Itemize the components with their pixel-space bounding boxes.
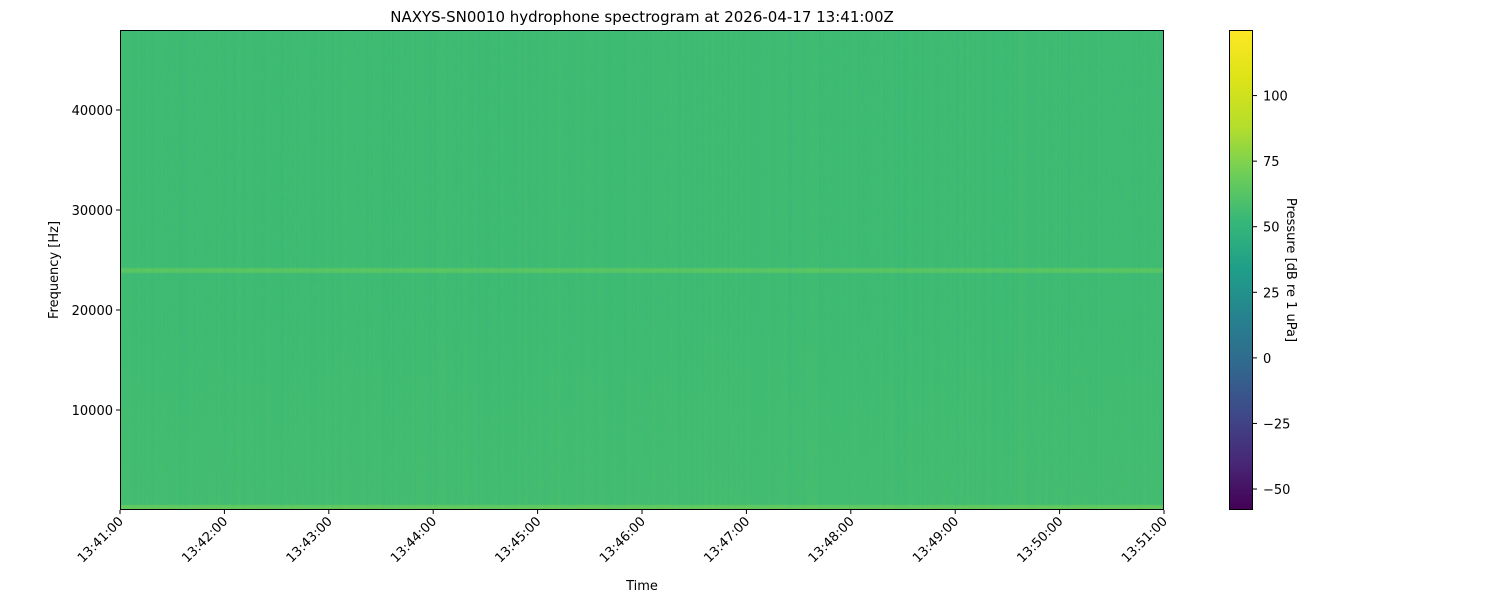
colorbar [1229,30,1253,510]
plot-frame [120,30,1164,510]
y-tick-label: 10000 [72,404,113,419]
colorbar-tick-label: 25 [1263,286,1280,301]
y-axis-label: Frequency [Hz] [47,221,62,319]
y-tick-label: 30000 [72,204,113,219]
colorbar-tick-label: −50 [1263,483,1290,498]
x-axis: 13:41:00 13:42:00 13:43:00 13:44:00 13:45:00… [75,510,1171,566]
y-axis: 10000 20000 30000 40000 [72,104,120,419]
x-tick-label: 13:51:00 [1119,514,1171,566]
colorbar-tick-label: 75 [1263,155,1280,170]
x-tick-label: 13:46:00 [597,514,649,566]
x-tick-label: 13:44:00 [388,514,440,566]
x-tick-label: 13:45:00 [493,514,545,566]
x-tick-label: 13:42:00 [179,514,231,566]
colorbar-tick-label: 50 [1263,221,1280,236]
x-tick-label: 13:48:00 [806,514,858,566]
y-tick-label: 40000 [72,104,113,119]
x-tick-label: 13:49:00 [910,514,962,566]
x-axis-label: Time [625,579,658,594]
colorbar-tick-label: 100 [1263,90,1288,105]
x-tick-label: 13:50:00 [1015,514,1067,566]
colorbar-axis: −50 −25 0 25 50 75 100 [1253,90,1290,498]
x-tick-label: 13:47:00 [701,514,753,566]
colorbar-label: Pressure [dB re 1 uPa] [1283,198,1298,342]
spectrogram-heatmap [120,30,1164,510]
spectrogram-image-wrapper [120,30,1164,510]
y-tick-label: 20000 [72,304,113,319]
chart-title: NAXYS-SN0010 hydrophone spectrogram at 2… [390,8,894,26]
colorbar-tick-label: −25 [1263,417,1290,432]
x-tick-label: 13:41:00 [75,514,127,566]
colorbar-tick-label: 0 [1263,352,1271,367]
x-tick-label: 13:43:00 [284,514,336,566]
